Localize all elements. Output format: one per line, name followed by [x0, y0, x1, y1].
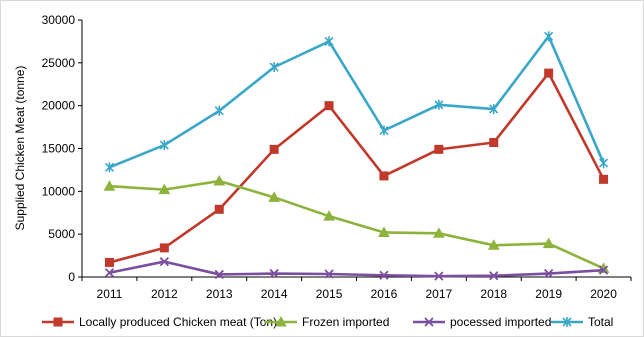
- data-point: [214, 105, 224, 116]
- legend-swatch-marker: [53, 317, 63, 327]
- data-point: [598, 158, 609, 169]
- x-tick-label: 2018: [480, 287, 507, 301]
- data-point: [104, 257, 114, 267]
- y-tick-label: 25000: [42, 56, 76, 70]
- data-point: [324, 269, 334, 279]
- data-point: [598, 265, 609, 275]
- data-point: [378, 226, 390, 237]
- data-point: [379, 171, 389, 181]
- data-point: [324, 101, 334, 111]
- series-4: [104, 31, 609, 173]
- data-point: [324, 36, 334, 47]
- y-tick-label: 5000: [48, 227, 75, 241]
- data-point: [158, 183, 171, 195]
- data-point: [489, 138, 499, 148]
- legend-label: pocessed imported: [450, 315, 551, 329]
- y-tick-label: 0: [68, 270, 75, 284]
- x-tick-label: 2020: [590, 287, 617, 301]
- data-point: [489, 271, 499, 281]
- legend-label: Frozen imported: [302, 315, 389, 329]
- legend-label: Total: [588, 315, 613, 329]
- series-3: [104, 256, 609, 281]
- data-point: [269, 62, 279, 73]
- legend-item: Locally produced Chicken meat (Ton): [42, 315, 277, 329]
- series-line: [108, 34, 605, 169]
- y-tick-label: 30000: [42, 13, 76, 27]
- y-tick-label: 20000: [42, 99, 76, 113]
- data-point: [104, 162, 115, 173]
- data-point: [323, 210, 335, 221]
- legend-label: Locally produced Chicken meat (Ton): [79, 315, 277, 329]
- data-point: [544, 268, 554, 279]
- legend-item: Frozen imported: [265, 315, 389, 329]
- data-point: [379, 125, 389, 136]
- data-point: [159, 256, 169, 267]
- y-axis-title: Supplied Chicken Meat (tonne): [13, 66, 27, 231]
- series-line: [109, 260, 604, 278]
- legend-swatch-marker: [275, 315, 287, 327]
- data-point: [103, 180, 116, 191]
- data-point: [269, 144, 279, 154]
- data-point: [542, 237, 555, 249]
- x-tick-label: 2014: [261, 287, 288, 301]
- legend-item: Total: [551, 315, 613, 329]
- data-point: [434, 99, 444, 110]
- data-point: [214, 204, 224, 214]
- data-point: [487, 239, 500, 250]
- data-point: [544, 31, 554, 42]
- legend-swatch-marker: [562, 317, 572, 327]
- legend-item: pocessed imported: [413, 315, 551, 329]
- series-2: [103, 175, 610, 273]
- x-tick-label: 2016: [371, 287, 398, 301]
- y-tick-label: 10000: [42, 184, 76, 198]
- x-tick-label: 2019: [535, 287, 562, 301]
- series-1: [104, 68, 609, 267]
- data-point: [268, 191, 280, 202]
- data-point: [599, 174, 609, 184]
- x-tick-label: 2011: [97, 287, 123, 301]
- data-point: [544, 68, 554, 78]
- x-tick-label: 2012: [151, 287, 178, 301]
- x-tick-label: 2017: [425, 287, 452, 301]
- data-point: [104, 268, 115, 278]
- data-point: [379, 270, 389, 280]
- data-point: [269, 268, 279, 279]
- data-point: [433, 227, 445, 238]
- x-tick-label: 2013: [206, 287, 233, 301]
- data-point: [159, 140, 169, 151]
- data-point: [434, 144, 444, 154]
- data-point: [214, 269, 224, 280]
- legend-swatch-marker: [424, 317, 434, 327]
- x-tick-label: 2015: [316, 287, 343, 301]
- data-point: [489, 104, 499, 115]
- data-point: [213, 175, 226, 186]
- series-line: [109, 71, 605, 264]
- y-tick-label: 15000: [42, 142, 76, 156]
- data-point: [434, 271, 444, 281]
- series-line: [109, 179, 605, 270]
- data-point: [159, 243, 169, 253]
